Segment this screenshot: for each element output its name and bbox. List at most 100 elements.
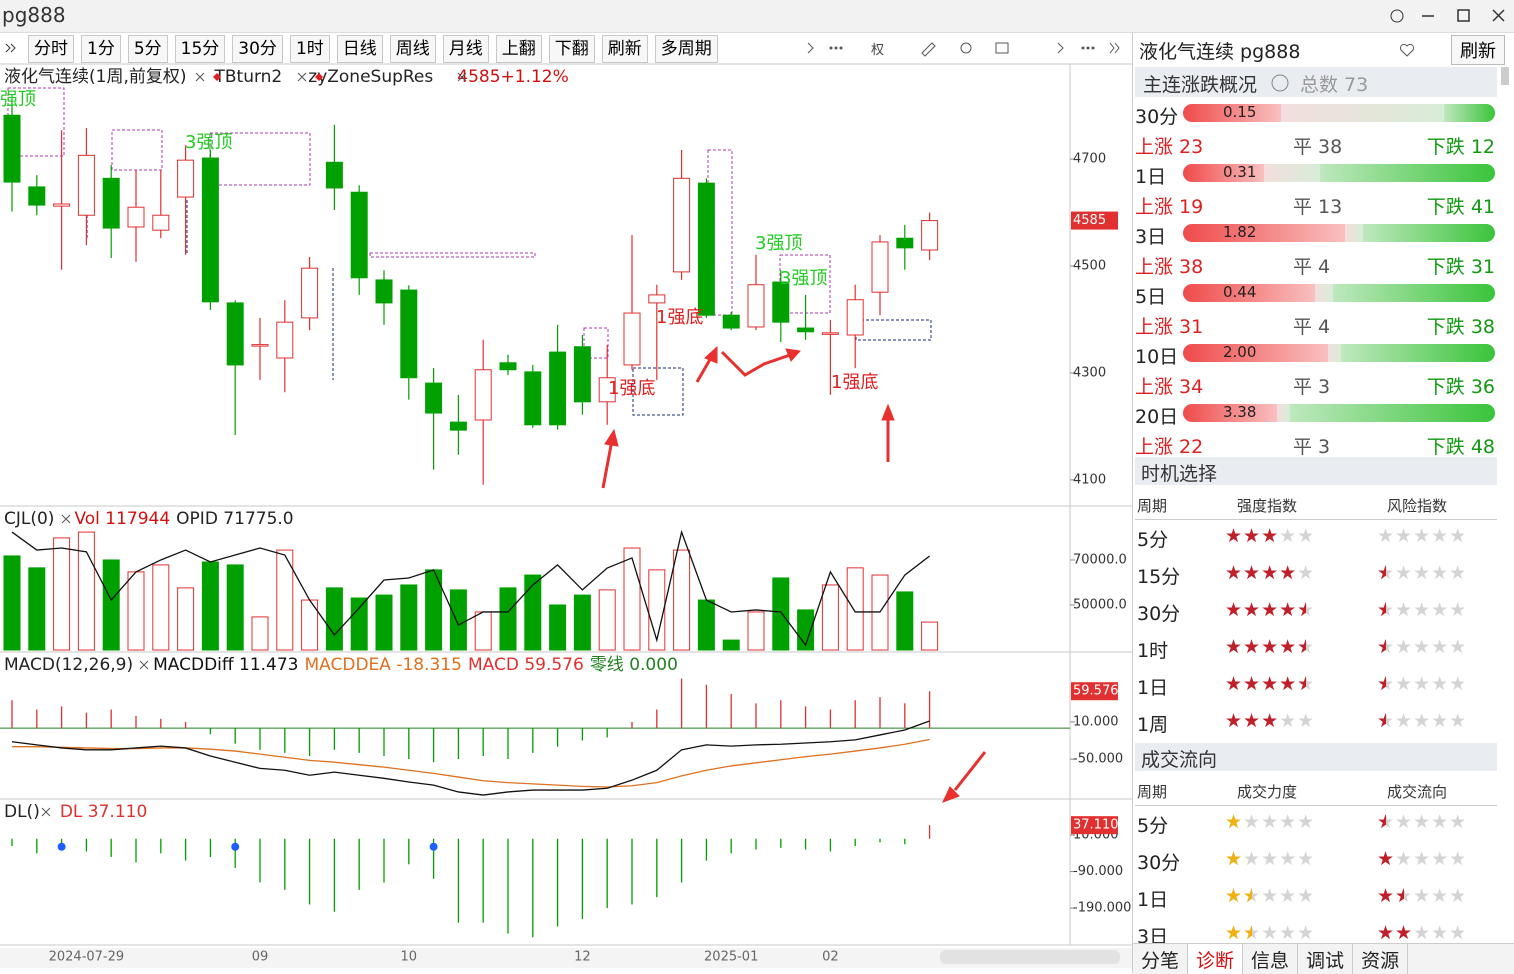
period-label: 5日: [1135, 286, 1167, 308]
signal-annotation: 3强顶: [185, 132, 232, 153]
toolbar-button[interactable]: 月线: [442, 35, 489, 63]
breadth-segment-down: [1341, 344, 1495, 362]
refresh-button[interactable]: 刷新: [1451, 35, 1505, 65]
toolbar-icons[interactable]: [807, 42, 1120, 57]
breadth-segment-up: [1183, 164, 1265, 182]
y-tick-label: 50000.0: [1073, 597, 1127, 612]
signal-annotation: 1强底: [656, 307, 703, 328]
breadth-segment-up: [1183, 104, 1282, 122]
star-fill: ★★★★★: [1377, 885, 1404, 907]
volume-bar: [276, 549, 294, 651]
title-bar: pg888: [0, 0, 1514, 33]
tab[interactable]: 调试: [1298, 944, 1354, 974]
candle-body: [846, 299, 864, 336]
dl-signal: [57, 842, 66, 851]
star-fill: ★★★★★: [1377, 710, 1386, 732]
favorite-icon[interactable]: [1398, 41, 1416, 59]
toolbar: 分时 1分 5分 15分 30分 1时 日线 周线 月线 上翻 下翻 刷新 多周期: [28, 35, 718, 63]
toolbar-button[interactable]: 5分: [127, 35, 168, 63]
arrows: [601, 345, 987, 803]
candle-body: [325, 161, 343, 189]
candle-body: [598, 377, 616, 403]
tab[interactable]: 分笔: [1133, 944, 1189, 974]
volume-bar: [474, 611, 492, 651]
section-title: 成交流向: [1141, 749, 1218, 771]
up-value: 34: [1179, 376, 1204, 398]
star-rating: ★★★★★★★★★★: [1377, 636, 1468, 658]
up-count: 上涨 38: [1135, 252, 1203, 279]
toolbar-button[interactable]: 1分: [81, 35, 121, 63]
candle-body: [127, 206, 145, 228]
candle-body: [449, 421, 467, 431]
column-header: 周期: [1137, 497, 1168, 515]
header-item: 液化气连续(1周,前复权): [4, 67, 186, 87]
x-tick-label: 09: [252, 950, 269, 965]
breadth-bar: [1183, 344, 1495, 362]
dl-signal: [231, 842, 240, 851]
toolbar-button[interactable]: 15分: [174, 35, 226, 63]
scrollbar[interactable]: [1497, 67, 1514, 85]
x-tick-label: 10: [401, 950, 418, 965]
bar-value: 2.00: [1223, 343, 1257, 361]
column-header: 风险指数: [1387, 497, 1448, 515]
period-label: 1日: [1135, 166, 1167, 188]
star-fill: ★★★★★: [1377, 673, 1386, 695]
volume-bar: [226, 564, 244, 651]
y-tick-label: 4700: [1073, 152, 1106, 167]
star-fill: ★★★★★: [1225, 525, 1280, 547]
star-fill: ★★★★★: [1225, 885, 1252, 907]
volume-bar: [127, 571, 145, 651]
toolbar-button[interactable]: 1时: [289, 35, 330, 63]
up-count: 上涨 34: [1135, 372, 1203, 399]
toolbar-button[interactable]: 日线: [336, 35, 383, 63]
volume-bar: [896, 591, 914, 651]
star-fill: ★★★★★: [1377, 811, 1386, 833]
star-rating: ★★★★★★★★★★: [1225, 848, 1316, 870]
scrollbar[interactable]: [940, 950, 1120, 964]
toolbar-button[interactable]: 分时: [28, 35, 74, 63]
toolbar-label[interactable]: 权: [871, 43, 885, 58]
star-fill: ★★★★★: [1377, 848, 1396, 870]
up-value: 31: [1179, 316, 1204, 338]
star-fill: ★★★★★: [1225, 562, 1298, 584]
down-value: 38: [1470, 316, 1495, 338]
tab[interactable]: 资源: [1353, 944, 1409, 974]
volume-bar: [846, 567, 864, 651]
dl-signal: [429, 842, 438, 851]
toolbar-button[interactable]: 上翻: [495, 35, 542, 63]
period-label: 5分: [1137, 529, 1169, 551]
section-title: 主连涨跌概况: [1143, 74, 1258, 96]
star-rating: ★★★★★★★★★★: [1377, 599, 1468, 621]
candle-body: [3, 114, 21, 183]
window-controls[interactable]: [1385, 6, 1510, 26]
toolbar-button[interactable]: 刷新: [601, 35, 648, 63]
breadth-segment-flat: [1315, 284, 1333, 302]
toolbar-button[interactable]: 多周期: [654, 35, 718, 63]
bar-value: 0.15: [1223, 103, 1257, 121]
tab[interactable]: 诊断: [1188, 944, 1244, 974]
header-item: DL 37.110: [60, 802, 147, 822]
star-fill: ★★★★★: [1225, 636, 1306, 658]
expand-icon[interactable]: [5, 43, 16, 53]
breadth-bar: [1183, 104, 1495, 122]
tab[interactable]: 信息: [1243, 944, 1299, 974]
down-value: 12: [1470, 136, 1495, 158]
flat-label: 平: [1293, 256, 1313, 278]
breadth-segment-flat: [1277, 404, 1290, 422]
y-tick-label: -190.000: [1073, 901, 1131, 916]
section-header: [1135, 743, 1497, 771]
up-value: 38: [1179, 256, 1204, 278]
breadth-segment-down: [1289, 404, 1495, 422]
toolbar-button[interactable]: 30分: [232, 35, 283, 63]
help-icon[interactable]: [1271, 74, 1289, 92]
period-label: 5分: [1137, 815, 1169, 837]
down-value: 36: [1470, 376, 1495, 398]
toolbar-button[interactable]: 周线: [389, 35, 436, 63]
y-tick-label: 70000.0: [1073, 552, 1127, 567]
toolbar-button[interactable]: 下翻: [548, 35, 595, 63]
side-panel: 液化气连续 pg888 刷新 主连涨跌概况 总数 73 30分 0.15 上涨 23 平 38 下跌…: [1132, 33, 1514, 974]
volume-bar: [152, 564, 170, 651]
close-icon: [195, 72, 205, 82]
star-fill: ★★★★★: [1225, 848, 1244, 870]
